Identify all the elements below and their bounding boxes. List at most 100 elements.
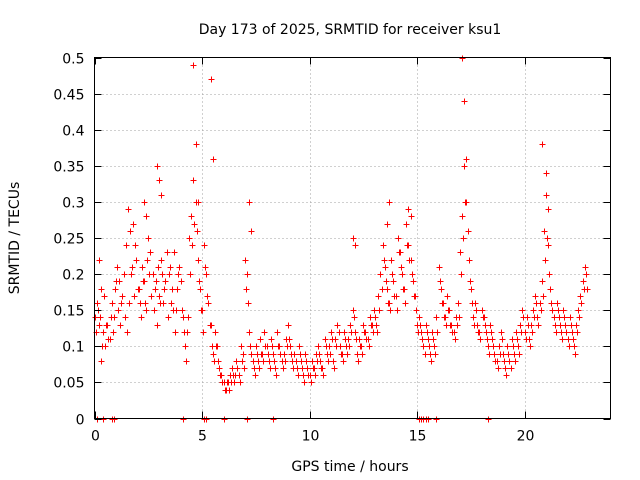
data-point [128, 271, 135, 278]
data-point [372, 314, 379, 321]
data-point [439, 300, 446, 307]
data-point [239, 358, 246, 365]
data-point [530, 307, 537, 314]
data-point [400, 286, 407, 293]
data-point [172, 329, 179, 336]
data-point [111, 416, 118, 423]
data-point [258, 351, 265, 358]
data-point [423, 322, 430, 329]
data-point [553, 329, 560, 336]
data-point [303, 358, 310, 365]
y-tick-label: 0.4 [62, 124, 84, 140]
data-point [98, 358, 105, 365]
data-point [398, 264, 405, 271]
data-point [539, 141, 546, 148]
data-point [164, 249, 171, 256]
data-point [458, 271, 465, 278]
data-point [379, 286, 386, 293]
data-point [385, 300, 392, 307]
data-point [541, 228, 548, 235]
data-point [179, 307, 186, 314]
data-point [411, 293, 418, 300]
data-point [98, 286, 105, 293]
data-point [383, 278, 390, 285]
data-point [147, 249, 154, 256]
data-point [363, 336, 370, 343]
data-point [323, 343, 330, 350]
x-axis-label: GPS time / hours [291, 459, 408, 475]
data-point [215, 358, 222, 365]
data-point [404, 242, 411, 249]
data-point [253, 343, 260, 350]
data-point [352, 242, 359, 249]
data-point [567, 314, 574, 321]
data-point [394, 307, 401, 314]
data-point [533, 300, 540, 307]
data-point [402, 300, 409, 307]
data-point [499, 336, 506, 343]
data-point [342, 336, 349, 343]
data-point [143, 213, 150, 220]
data-point [226, 387, 233, 394]
data-point [544, 235, 551, 242]
data-point [228, 379, 235, 386]
data-point [97, 314, 104, 321]
data-point [381, 257, 388, 264]
data-point [469, 300, 476, 307]
data-point [158, 192, 165, 199]
data-point [545, 206, 552, 213]
data-point [488, 329, 495, 336]
data-point [547, 286, 554, 293]
data-point [415, 329, 422, 336]
data-point [438, 286, 445, 293]
data-point [145, 235, 152, 242]
data-point [532, 293, 539, 300]
data-point [449, 329, 456, 336]
data-point [350, 235, 357, 242]
data-point [101, 293, 108, 300]
data-point [563, 329, 570, 336]
data-point [368, 322, 375, 329]
data-point [221, 416, 228, 423]
data-points [92, 55, 591, 423]
y-tick-label: 0 [76, 413, 85, 429]
data-point [103, 322, 110, 329]
data-point [109, 300, 116, 307]
data-point [436, 264, 443, 271]
data-point [581, 286, 588, 293]
data-point [252, 372, 259, 379]
data-point [213, 343, 220, 350]
data-point [166, 271, 173, 278]
data-point [387, 307, 394, 314]
data-point [485, 416, 492, 423]
data-point [348, 329, 355, 336]
data-point [454, 322, 461, 329]
data-point [475, 329, 482, 336]
data-point [194, 228, 201, 235]
data-point [195, 199, 202, 206]
data-point [504, 343, 511, 350]
data-point [240, 351, 247, 358]
data-point [527, 343, 534, 350]
data-point [459, 55, 466, 62]
data-point [574, 329, 581, 336]
data-point [380, 242, 387, 249]
data-point [546, 271, 553, 278]
y-axis-label: SRMTID / TECUs [7, 182, 23, 295]
data-point [198, 307, 205, 314]
data-point [202, 264, 209, 271]
data-point [139, 264, 146, 271]
data-point [359, 351, 366, 358]
data-point [549, 307, 556, 314]
data-point [495, 365, 502, 372]
data-point [297, 351, 304, 358]
data-point [144, 257, 151, 264]
data-point [568, 322, 575, 329]
data-point [486, 351, 493, 358]
data-point [176, 264, 183, 271]
data-point [247, 343, 254, 350]
data-point [301, 379, 308, 386]
data-point [455, 300, 462, 307]
data-point [327, 351, 334, 358]
x-tick-label: 20 [517, 429, 535, 445]
